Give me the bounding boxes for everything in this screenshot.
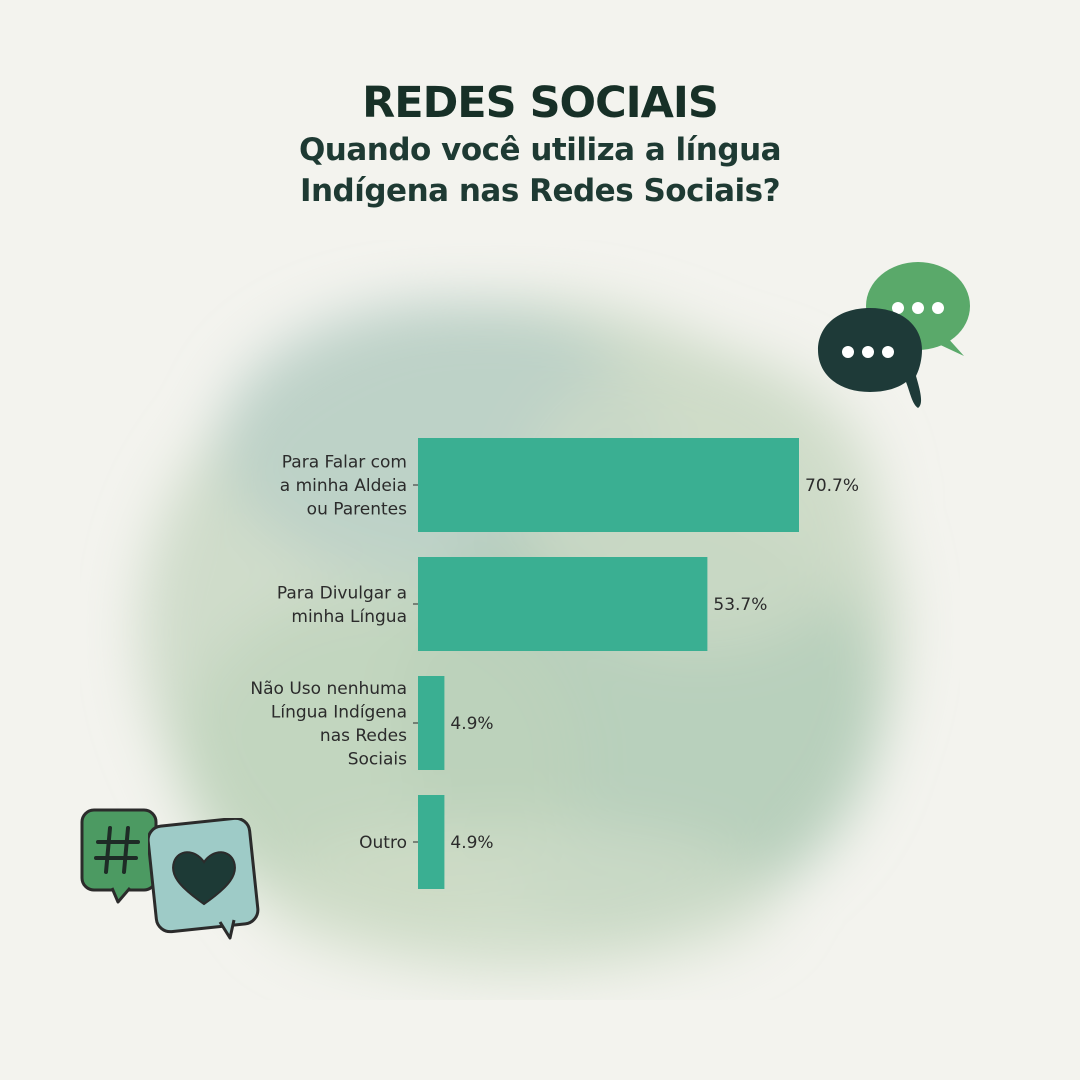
category-label-0: Para Falar com a minha Aldeia ou Parentes xyxy=(280,453,407,520)
category-label-line: a minha Aldeia xyxy=(280,476,407,496)
category-label-line: Para Falar com xyxy=(282,453,407,473)
bar-3 xyxy=(418,795,445,889)
subtitle-line-2: Indígena nas Redes Sociais? xyxy=(299,173,781,209)
category-label-line: minha Língua xyxy=(291,607,407,627)
category-label-line: Para Divulgar a xyxy=(277,583,407,603)
value-label-0: 70.7% xyxy=(805,476,859,496)
bar-2 xyxy=(418,676,445,770)
bar-0 xyxy=(418,438,799,532)
category-label-line: Sociais xyxy=(348,749,407,769)
category-label-2: Não Uso nenhuma Língua Indígena nas Redes S… xyxy=(250,679,407,770)
category-label-3: Outro xyxy=(359,833,407,853)
category-label-1: Para Divulgar a minha Língua xyxy=(277,583,407,627)
heart-bubble-icon xyxy=(148,818,260,940)
bar-1 xyxy=(418,557,708,651)
category-label-line: nas Redes xyxy=(320,726,407,746)
category-label-line: Não Uso nenhuma xyxy=(250,679,407,699)
chat-bubbles-icon xyxy=(818,262,970,408)
value-label-2: 4.9% xyxy=(450,714,493,734)
subtitle-line-1: Quando você utiliza a língua xyxy=(298,132,782,168)
page-subtitle: Quando você utiliza a língua Indígena na… xyxy=(0,130,1080,212)
value-label-3: 4.9% xyxy=(450,833,493,853)
category-label-line: ou Parentes xyxy=(307,500,407,520)
value-label-1: 53.7% xyxy=(713,595,767,615)
page-title: REDES SOCIAIS xyxy=(362,78,719,128)
category-label-line: Língua Indígena xyxy=(271,702,407,722)
category-label-line: Outro xyxy=(359,833,407,853)
